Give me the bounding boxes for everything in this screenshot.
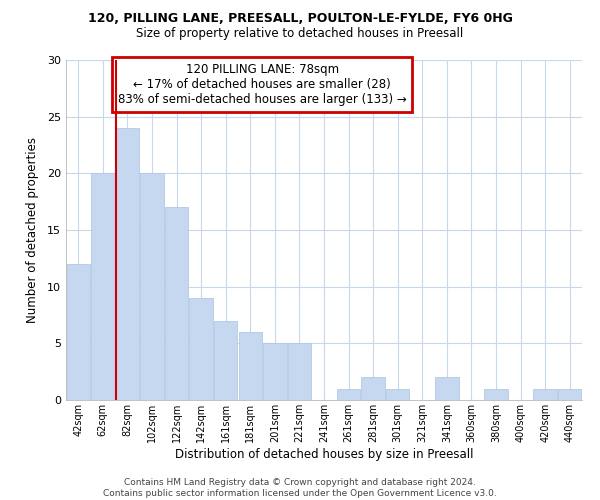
Bar bbox=[435, 378, 458, 400]
Y-axis label: Number of detached properties: Number of detached properties bbox=[26, 137, 38, 323]
Bar bbox=[288, 344, 311, 400]
Text: 120, PILLING LANE, PREESALL, POULTON-LE-FYLDE, FY6 0HG: 120, PILLING LANE, PREESALL, POULTON-LE-… bbox=[88, 12, 512, 26]
Text: 120 PILLING LANE: 78sqm
← 17% of detached houses are smaller (28)
83% of semi-de: 120 PILLING LANE: 78sqm ← 17% of detache… bbox=[118, 64, 406, 106]
Bar bbox=[190, 298, 213, 400]
X-axis label: Distribution of detached houses by size in Preesall: Distribution of detached houses by size … bbox=[175, 448, 473, 460]
Bar bbox=[239, 332, 262, 400]
Text: Contains HM Land Registry data © Crown copyright and database right 2024.
Contai: Contains HM Land Registry data © Crown c… bbox=[103, 478, 497, 498]
Bar bbox=[361, 378, 385, 400]
Bar bbox=[67, 264, 90, 400]
Text: Size of property relative to detached houses in Preesall: Size of property relative to detached ho… bbox=[136, 28, 464, 40]
Bar bbox=[140, 174, 164, 400]
Bar bbox=[165, 208, 188, 400]
Bar bbox=[116, 128, 139, 400]
Bar bbox=[263, 344, 287, 400]
Bar bbox=[558, 388, 581, 400]
Bar bbox=[337, 388, 360, 400]
Bar bbox=[484, 388, 508, 400]
Bar bbox=[533, 388, 557, 400]
Bar bbox=[214, 320, 238, 400]
Bar bbox=[386, 388, 409, 400]
Bar bbox=[91, 174, 115, 400]
